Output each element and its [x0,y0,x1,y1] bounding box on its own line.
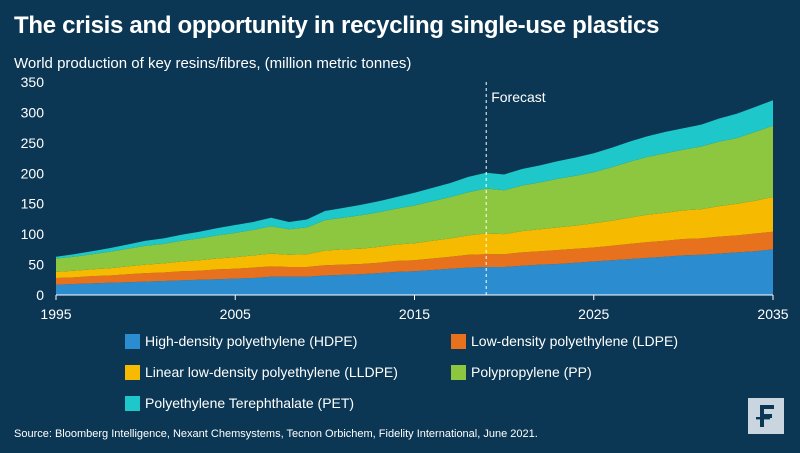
x-tick-label: 2035 [757,306,788,322]
logo-glyph [756,405,774,427]
y-tick-label: 50 [28,257,44,273]
legend-swatch-pp [451,364,466,380]
area-series-2 [56,197,773,278]
x-tick-label: 1995 [40,306,71,322]
y-tick-label: 300 [21,104,45,120]
y-tick-label: 350 [21,74,45,90]
forecast-label: Forecast [491,89,546,105]
legend-item-pp: Polypropylene (PP) [451,364,592,380]
x-tick-label: 2005 [220,306,251,322]
legend-item-hdpe: High-density polyethylene (HDPE) [125,333,357,349]
area-series-3 [56,125,773,272]
legend-swatch-ldpe [451,333,466,349]
x-axis-ticks: 1995 2005 2015 2025 2035 [40,295,789,322]
legend-swatch-pet [125,395,140,411]
chart-title: The crisis and opportunity in recycling … [14,12,660,39]
legend-swatch-hdpe [125,333,140,349]
series-areas [56,100,773,295]
y-tick-label: 100 [21,226,45,242]
stacked-area-chart: 0 50 100 150 200 250 300 350 1995 2005 2015 2025 20… [21,74,789,322]
area-series-1 [56,231,773,285]
legend-swatch-lldpe [125,364,140,380]
area-series-0 [56,249,773,295]
legend-item-ldpe: Low-density polyethylene (LDPE) [451,333,678,349]
fidelity-f-logo-icon [748,398,784,434]
chart-legend: High-density polyethylene (HDPE) Low-den… [125,333,725,423]
legend-item-pet: Polyethylene Terephthalate (PET) [125,395,354,411]
legend-label-pet: Polyethylene Terephthalate (PET) [145,395,355,411]
legend-item-lldpe: Linear low-density polyethylene (LLDPE) [125,364,398,380]
chart-subtitle: World production of key resins/fibres, (… [14,55,412,72]
x-tick-label: 2025 [578,306,609,322]
source-note: Source: Bloomberg Intelligence, Nexant C… [14,428,538,440]
y-axis-ticks: 0 50 100 150 200 250 300 350 [21,74,45,303]
legend-label-lldpe: Linear low-density polyethylene (LLDPE) [145,364,398,380]
legend-label-hdpe: High-density polyethylene (HDPE) [145,333,358,349]
y-tick-label: 200 [21,165,45,181]
legend-label-ldpe: Low-density polyethylene (LDPE) [471,333,678,349]
y-tick-label: 250 [21,135,45,151]
y-tick-label: 0 [36,287,44,303]
x-tick-label: 2015 [399,306,430,322]
y-tick-label: 150 [21,196,45,212]
legend-label-pp: Polypropylene (PP) [471,364,592,380]
